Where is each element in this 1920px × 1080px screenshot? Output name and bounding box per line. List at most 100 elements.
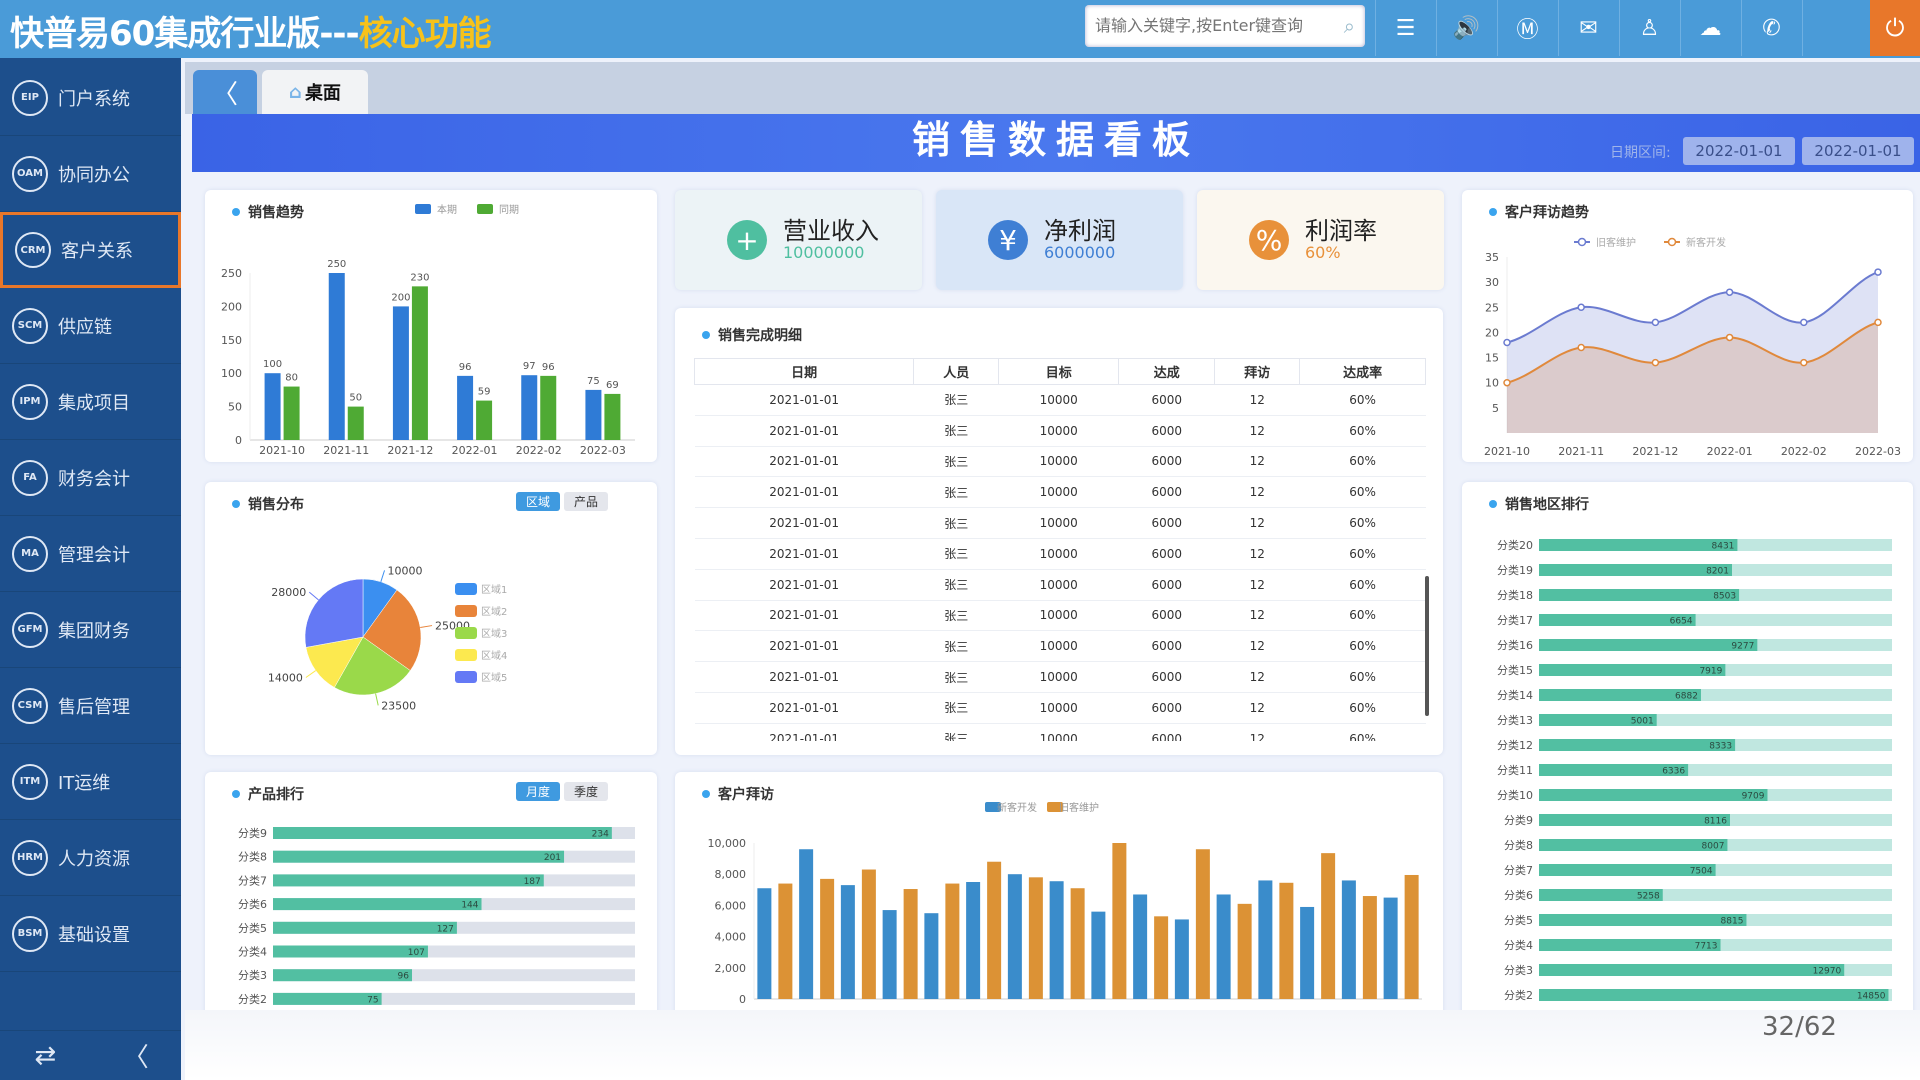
bar xyxy=(799,849,814,999)
data-label: 96 xyxy=(398,972,410,982)
sidebar-item-fa[interactable]: FA 财务会计 xyxy=(0,440,181,516)
table-cell: 2021-01-01 xyxy=(694,661,914,693)
phone-icon[interactable]: ✆ xyxy=(1741,0,1801,56)
table-cell: 60% xyxy=(1299,692,1426,724)
visit-trend-chart: 5 10 15 20 25 30 35 2021-10 2021-11 2021-12 2022-0… xyxy=(1484,236,1901,458)
legend-label: 同期 xyxy=(499,204,519,216)
table-cell: 60% xyxy=(1299,476,1426,509)
bar xyxy=(585,389,602,440)
bar xyxy=(924,913,939,999)
legend-label: 旧客维护 xyxy=(1596,236,1636,249)
sales-detail-table: 日期 人员 目标 达成 拜访 达成率 2021-01-01 张三 10000 6000 12 60% 2… xyxy=(694,358,1426,741)
bar xyxy=(273,827,612,839)
bar xyxy=(840,885,855,999)
bar xyxy=(1539,639,1758,651)
dashboard-banner: 销售数据看板 xyxy=(192,114,1920,172)
sidebar: EIP 门户系统 OAM 协同办公 CRM 客户关系 SCM 供应链 IPM 集成项目 FA 财务会计… xyxy=(0,58,181,1080)
panel-title: 客户拜访 xyxy=(718,787,774,803)
cloud-icon[interactable]: ☁ xyxy=(1680,0,1740,56)
sidebar-item-bsm[interactable]: BSM 基础设置 xyxy=(0,896,181,972)
top-bar xyxy=(0,0,1920,58)
kpi-text: 利润率 60% xyxy=(1305,218,1377,262)
data-point xyxy=(1800,358,1808,367)
toggle-quarterly[interactable]: 季度 xyxy=(564,782,608,801)
power-icon[interactable]: ⏻ xyxy=(1870,0,1920,56)
bar xyxy=(778,883,793,999)
bar xyxy=(1341,880,1356,999)
table-cell: 12 xyxy=(1214,507,1300,539)
table-scrollbar[interactable] xyxy=(1425,576,1429,716)
data-point xyxy=(1800,318,1808,327)
mail-icon[interactable]: ✉ xyxy=(1558,0,1618,56)
y-tick-label: 15 xyxy=(1485,352,1499,365)
y-tick-label: 2,000 xyxy=(715,962,747,975)
data-label: 230 xyxy=(410,272,429,283)
sidebar-item-ma[interactable]: MA 管理会计 xyxy=(0,516,181,592)
table-cell: 60% xyxy=(1299,723,1426,741)
date-end-input[interactable]: 2022-01-01 xyxy=(1802,137,1914,165)
sidebar-item-ipm[interactable]: IPM 集成项目 xyxy=(0,364,181,440)
toggle-product[interactable]: 产品 xyxy=(564,492,608,511)
speaker-icon[interactable]: 🔊 xyxy=(1436,0,1496,56)
bullet-icon xyxy=(1489,500,1497,508)
table-cell: 10000 xyxy=(998,384,1119,416)
back-button[interactable]: 〈 xyxy=(193,70,257,114)
table-cell: 10000 xyxy=(998,415,1119,447)
module-badge-icon: GFM xyxy=(12,611,48,648)
module-badge-icon: FA xyxy=(12,459,48,496)
sidebar-item-eip[interactable]: EIP 门户系统 xyxy=(0,60,181,136)
table-row: 2021-01-01 张三 10000 6000 12 60% xyxy=(694,384,1426,416)
module-badge-icon: EIP xyxy=(12,79,48,116)
toggle-region[interactable]: 区域 xyxy=(516,492,560,511)
data-label: 234 xyxy=(592,830,609,840)
blank-icon[interactable] xyxy=(1802,0,1862,56)
collapse-sidebar-icon[interactable]: 〈 xyxy=(122,1043,149,1073)
bar xyxy=(882,910,897,999)
panel-title: 销售趋势 xyxy=(248,205,304,221)
sales-trend-panel: 销售趋势 0 50 100 150 200 250 2021-10 100 80 2021-11 2… xyxy=(205,190,657,462)
product-ranking-chart: 分类9 234 分类8 201 分类7 187 分类6 144 分类5 127 分类4 107 分类3 9… xyxy=(238,826,635,1006)
bar xyxy=(1362,896,1377,999)
bar xyxy=(1300,906,1315,999)
bullet-icon xyxy=(702,331,710,339)
bar xyxy=(1321,853,1336,999)
search-icon[interactable]: ⌕ xyxy=(1343,14,1355,38)
app-title-highlight: 核心功能 xyxy=(358,14,492,54)
sidebar-item-crm[interactable]: CRM 客户关系 xyxy=(0,212,181,288)
data-label: 100 xyxy=(263,359,282,370)
sidebar-item-scm[interactable]: SCM 供应链 xyxy=(0,288,181,364)
data-label: 10000 xyxy=(388,564,423,577)
sidebar-item-csm[interactable]: CSM 售后管理 xyxy=(0,668,181,744)
category-label: 分类14 xyxy=(1497,688,1533,702)
category-label: 分类9 xyxy=(1504,813,1533,827)
table-cell: 2021-01-01 xyxy=(694,630,914,663)
search-input[interactable] xyxy=(1085,5,1315,45)
sidebar-item-gfm[interactable]: GFM 集团财务 xyxy=(0,592,181,668)
im-icon[interactable]: Ⓜ xyxy=(1497,0,1557,56)
user-icon[interactable]: ♙ xyxy=(1619,0,1679,56)
series-area xyxy=(1507,322,1878,433)
data-label: 7504 xyxy=(1690,867,1713,877)
bar xyxy=(1539,664,1726,676)
table-cell: 张三 xyxy=(913,507,999,539)
label-leader xyxy=(375,693,379,706)
sidebar-item-hrm[interactable]: HRM 人力资源 xyxy=(0,820,181,896)
table-row: 2021-01-01 张三 10000 6000 12 60% xyxy=(694,661,1426,693)
legend-swatch xyxy=(455,671,477,683)
data-label: 14000 xyxy=(268,672,303,685)
sidebar-item-itm[interactable]: ITM IT运维 xyxy=(0,744,181,820)
list-icon[interactable]: ☰ xyxy=(1375,0,1435,56)
legend-swatch xyxy=(1047,802,1063,812)
tab-desktop[interactable]: ⌂ 桌面 xyxy=(262,70,368,114)
toggle-monthly[interactable]: 月度 xyxy=(516,782,560,801)
data-label: 8116 xyxy=(1704,817,1727,827)
sidebar-item-oam[interactable]: OAM 协同办公 xyxy=(0,136,181,212)
date-start-input[interactable]: 2022-01-01 xyxy=(1683,137,1795,165)
switch-icon[interactable]: ⇄ xyxy=(34,1040,57,1071)
y-tick-label: 20 xyxy=(1485,326,1499,339)
bar xyxy=(1539,939,1721,951)
kpi-card: % 利润率 60% xyxy=(1197,190,1444,290)
legend-swatch xyxy=(455,605,477,617)
bar xyxy=(1539,589,1740,601)
table-cell: 6000 xyxy=(1118,415,1215,447)
